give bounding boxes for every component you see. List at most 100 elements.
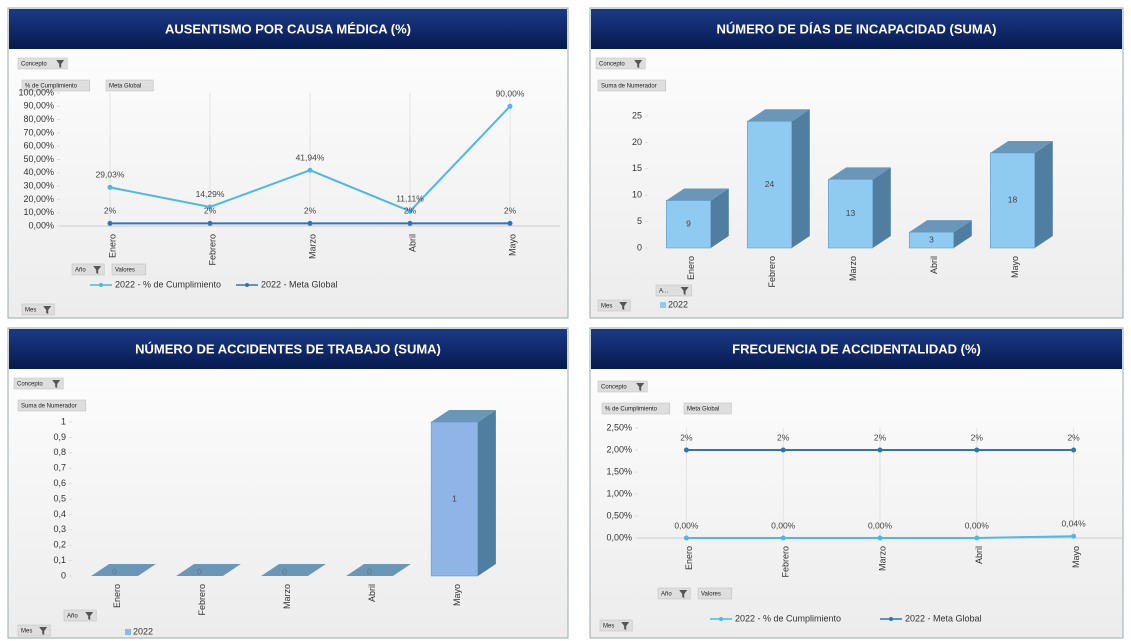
x-tick-label: Enero [686, 256, 696, 280]
y-tick-label: 20 [632, 137, 642, 147]
x-tick-label: Enero [684, 546, 694, 570]
filter-button[interactable] [683, 402, 732, 415]
y-tick-label: 80,00% [23, 114, 54, 124]
filter-button[interactable] [601, 402, 671, 415]
bar [908, 231, 955, 249]
filter-button-label[interactable]: Año [67, 614, 78, 620]
data-point [307, 167, 313, 173]
filter-button[interactable] [17, 399, 87, 412]
y-tick-label: 1,00% [606, 488, 632, 498]
filter-button-label[interactable]: % de Cumplimiento [605, 407, 658, 413]
filter-button[interactable] [657, 587, 691, 600]
x-tick-label: Marzo [848, 256, 858, 281]
data-label: 2% [504, 206, 517, 216]
data-label: 0,00% [965, 520, 990, 530]
filter-button-label[interactable]: Concepto [17, 382, 43, 388]
filter-button-label[interactable]: Concepto [21, 62, 47, 68]
y-tick-label: 0,00% [28, 220, 54, 230]
data-label: 9 [686, 218, 691, 228]
data-point [877, 535, 883, 541]
filter-button[interactable] [13, 377, 64, 390]
chart-title: AUSENTISMO POR CAUSA MÉDICA (%) [165, 21, 411, 36]
filter-button[interactable] [597, 380, 648, 393]
filter-button[interactable] [21, 303, 55, 316]
data-label: 24 [765, 179, 775, 189]
data-label: 18 [1008, 195, 1018, 205]
x-tick-label: Mayo [452, 584, 462, 606]
data-label: 2% [404, 206, 417, 216]
data-point [780, 535, 786, 541]
filter-icon [56, 60, 65, 68]
bar-top [431, 410, 496, 422]
legend-label: 2022 - % de Cumplimiento [115, 279, 221, 289]
filter-button[interactable] [599, 619, 633, 632]
legend-label: 2022 - Meta Global [905, 613, 982, 623]
legend-swatch [125, 629, 131, 635]
filter-button[interactable] [655, 284, 692, 297]
data-label: 0 [367, 566, 372, 576]
data-label: 2% [680, 432, 693, 442]
filter-button[interactable] [597, 299, 631, 312]
filter-button[interactable] [17, 57, 68, 70]
filter-button-label[interactable]: Concepto [601, 385, 627, 391]
filter-button-label[interactable]: Suma de Numerador [21, 404, 77, 410]
filter-button-label[interactable]: Mes [21, 629, 32, 635]
filter-button-label[interactable]: Año [661, 592, 672, 598]
title-bar [9, 329, 567, 369]
y-tick-label: 10 [632, 190, 642, 200]
filter-icon [679, 590, 688, 598]
filter-button[interactable] [697, 587, 733, 600]
data-label: 0 [197, 566, 202, 576]
y-tick-label: 90,00% [23, 101, 54, 111]
legend-label: 2022 [133, 626, 153, 636]
y-tick-label: 20,00% [23, 194, 54, 204]
filter-icon [621, 622, 630, 630]
legend-marker [889, 617, 893, 621]
data-point [683, 535, 689, 541]
filter-button-label[interactable]: % de Cumplimiento [25, 84, 78, 90]
y-tick-label: 0,50% [606, 510, 632, 520]
filter-button-label[interactable]: Mes [25, 308, 36, 314]
filter-button[interactable] [105, 79, 154, 92]
filter-button[interactable] [597, 79, 667, 92]
data-point [207, 204, 213, 210]
title-bar [9, 9, 567, 49]
filter-button[interactable] [111, 263, 147, 276]
filter-button-label[interactable]: Meta Global [109, 84, 141, 90]
x-tick-label: Abril [407, 234, 417, 252]
title-bar [591, 329, 1122, 369]
data-point [877, 447, 883, 453]
y-tick-label: 0,6 [53, 478, 66, 488]
y-tick-label: 25 [632, 110, 642, 120]
legend-marker [719, 617, 723, 621]
bar-top [828, 167, 891, 180]
data-point [1071, 447, 1077, 453]
filter-icon [43, 306, 52, 314]
filter-button[interactable] [63, 609, 97, 622]
bar-side [872, 167, 891, 248]
filter-button-label[interactable]: Año [75, 268, 86, 274]
filter-button-label[interactable]: Mes [601, 304, 612, 310]
y-tick-label: 60,00% [23, 141, 54, 151]
bar-top [747, 109, 810, 122]
filter-icon [619, 302, 628, 310]
x-tick-label: Febrero [207, 234, 217, 266]
y-tick-label: 50,00% [23, 154, 54, 164]
x-tick-label: Marzo [307, 234, 317, 259]
y-tick-label: 10,00% [23, 207, 54, 217]
filter-button-label[interactable]: Meta Global [687, 407, 719, 413]
filter-button-label[interactable]: Valores [701, 592, 721, 598]
data-label: 2% [304, 206, 317, 216]
filter-button-label[interactable]: Valores [115, 268, 135, 274]
filter-button[interactable] [71, 263, 105, 276]
y-tick-label: 0,1 [53, 555, 66, 565]
filter-button[interactable] [17, 624, 51, 637]
filter-button[interactable] [595, 57, 646, 70]
filter-button[interactable] [21, 79, 91, 92]
filter-button-label[interactable]: A... [659, 289, 668, 295]
filter-button-label[interactable]: Mes [603, 624, 614, 630]
data-label: 0 [282, 566, 287, 576]
filter-button-label[interactable]: Concepto [599, 62, 625, 68]
data-label: 13 [846, 208, 856, 218]
filter-button-label[interactable]: Suma de Numerador [601, 84, 657, 90]
